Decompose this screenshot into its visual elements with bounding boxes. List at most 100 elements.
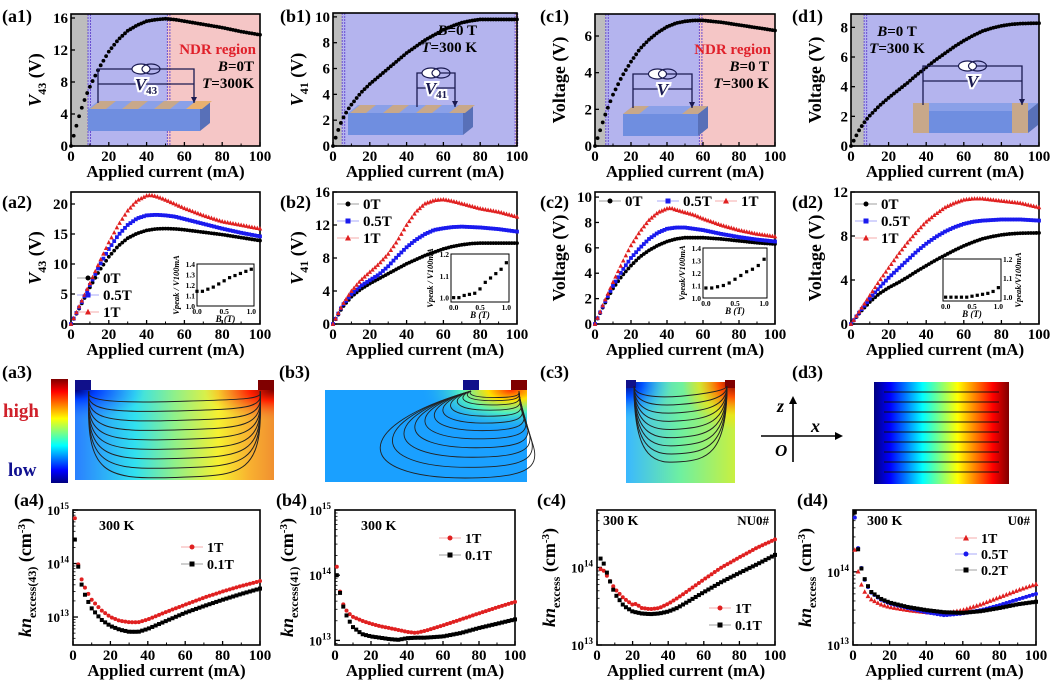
data-point (639, 45, 644, 50)
data-point (703, 589, 708, 594)
data-point (940, 231, 945, 236)
data-point (461, 616, 466, 621)
data-point (244, 590, 249, 595)
inset-x-axis-label: B (T) (469, 310, 490, 320)
data-point (183, 610, 188, 615)
inset-data-point (200, 289, 205, 293)
data-point (703, 217, 708, 222)
data-point (258, 32, 262, 37)
series-1T (68, 192, 263, 326)
data-point (986, 218, 990, 223)
data-point (115, 39, 119, 44)
data-point (425, 628, 430, 633)
x-tick-label: 0 (67, 327, 75, 343)
condition-value: =300K (211, 76, 254, 92)
data-point (86, 591, 91, 596)
data-point (432, 626, 436, 631)
data-point (750, 548, 755, 553)
y-tick-exponent: 14 (60, 555, 70, 565)
streamline (392, 390, 533, 468)
data-point (220, 589, 225, 594)
data-point (721, 232, 726, 237)
data-point (1007, 599, 1012, 604)
data-point (994, 606, 999, 611)
data-point (994, 595, 999, 601)
data-point (862, 577, 867, 582)
y-axis-label: V43 (V) (25, 53, 49, 107)
data-point (388, 64, 393, 69)
data-point (769, 554, 774, 559)
data-point (708, 229, 713, 234)
data-point (897, 250, 902, 255)
legend-label: 0.1T (465, 549, 493, 564)
streamline (469, 390, 520, 398)
data-point (509, 212, 515, 218)
data-point (856, 547, 861, 552)
y-tick-exponent: 14 (840, 563, 850, 573)
x-tick-label: 20 (101, 327, 116, 343)
y-label-sub: 43 (35, 83, 49, 95)
data-point (680, 225, 685, 230)
panel-label-c2: (c2) (540, 192, 569, 213)
data-point (972, 219, 977, 224)
data-point (163, 226, 168, 231)
data-point (96, 614, 101, 619)
y-tick-label: 12 (53, 43, 68, 59)
data-point (457, 224, 462, 229)
data-point (103, 245, 109, 250)
data-point (438, 624, 443, 629)
data-point (649, 35, 654, 40)
data-point (209, 223, 214, 228)
data-point (1034, 21, 1039, 26)
z-axis-label: z (776, 396, 784, 416)
legend-label: 0.2T (981, 564, 1009, 579)
legend-label: 0.5T (103, 288, 132, 304)
inset-x-tick-label: 1.0 (502, 303, 512, 312)
data-point (330, 321, 336, 326)
data-point (383, 68, 388, 73)
y-tick-label: 8 (841, 229, 849, 245)
y-tick-label: 1013 (47, 608, 70, 625)
data-point (120, 33, 125, 38)
data-point (598, 567, 603, 572)
data-point (728, 560, 733, 565)
region-gray (851, 14, 865, 146)
legend-label: 1T (735, 602, 752, 617)
data-point (341, 300, 346, 305)
data-point (623, 263, 628, 268)
data-point (347, 612, 352, 617)
data-point (79, 582, 84, 587)
data-point (902, 83, 907, 87)
x-tick-label: 0 (329, 149, 337, 165)
condition-value: =0 T (887, 24, 917, 40)
legend-label: 0T (363, 197, 381, 213)
data-point (101, 251, 106, 256)
data-point (214, 591, 219, 596)
data-point (177, 215, 181, 220)
data-point (895, 605, 901, 611)
data-point (436, 227, 441, 232)
data-point (72, 537, 77, 542)
data-point (938, 609, 943, 614)
data-point (231, 586, 236, 591)
y-label-main: kn (15, 618, 35, 637)
inset-chart: 0.0 0.5 1.01.01.11.21.31.4B (T)Vpeak / V10… (171, 255, 256, 324)
x-tick-label: 0 (331, 648, 339, 664)
data-point (89, 597, 94, 602)
data-point (747, 236, 752, 241)
data-point (1010, 217, 1015, 222)
data-point (935, 57, 939, 61)
data-point (114, 225, 120, 230)
data-point (875, 105, 880, 110)
data-point (217, 218, 222, 223)
x-tick-label: 40 (919, 327, 934, 343)
data-point (420, 40, 425, 44)
data-point (639, 244, 644, 249)
data-point (351, 625, 355, 630)
inset-y-tick-label: 1.3 (186, 271, 196, 280)
data-point (738, 570, 743, 575)
data-point (457, 617, 462, 622)
data-point (753, 546, 758, 551)
data-point (601, 561, 606, 566)
